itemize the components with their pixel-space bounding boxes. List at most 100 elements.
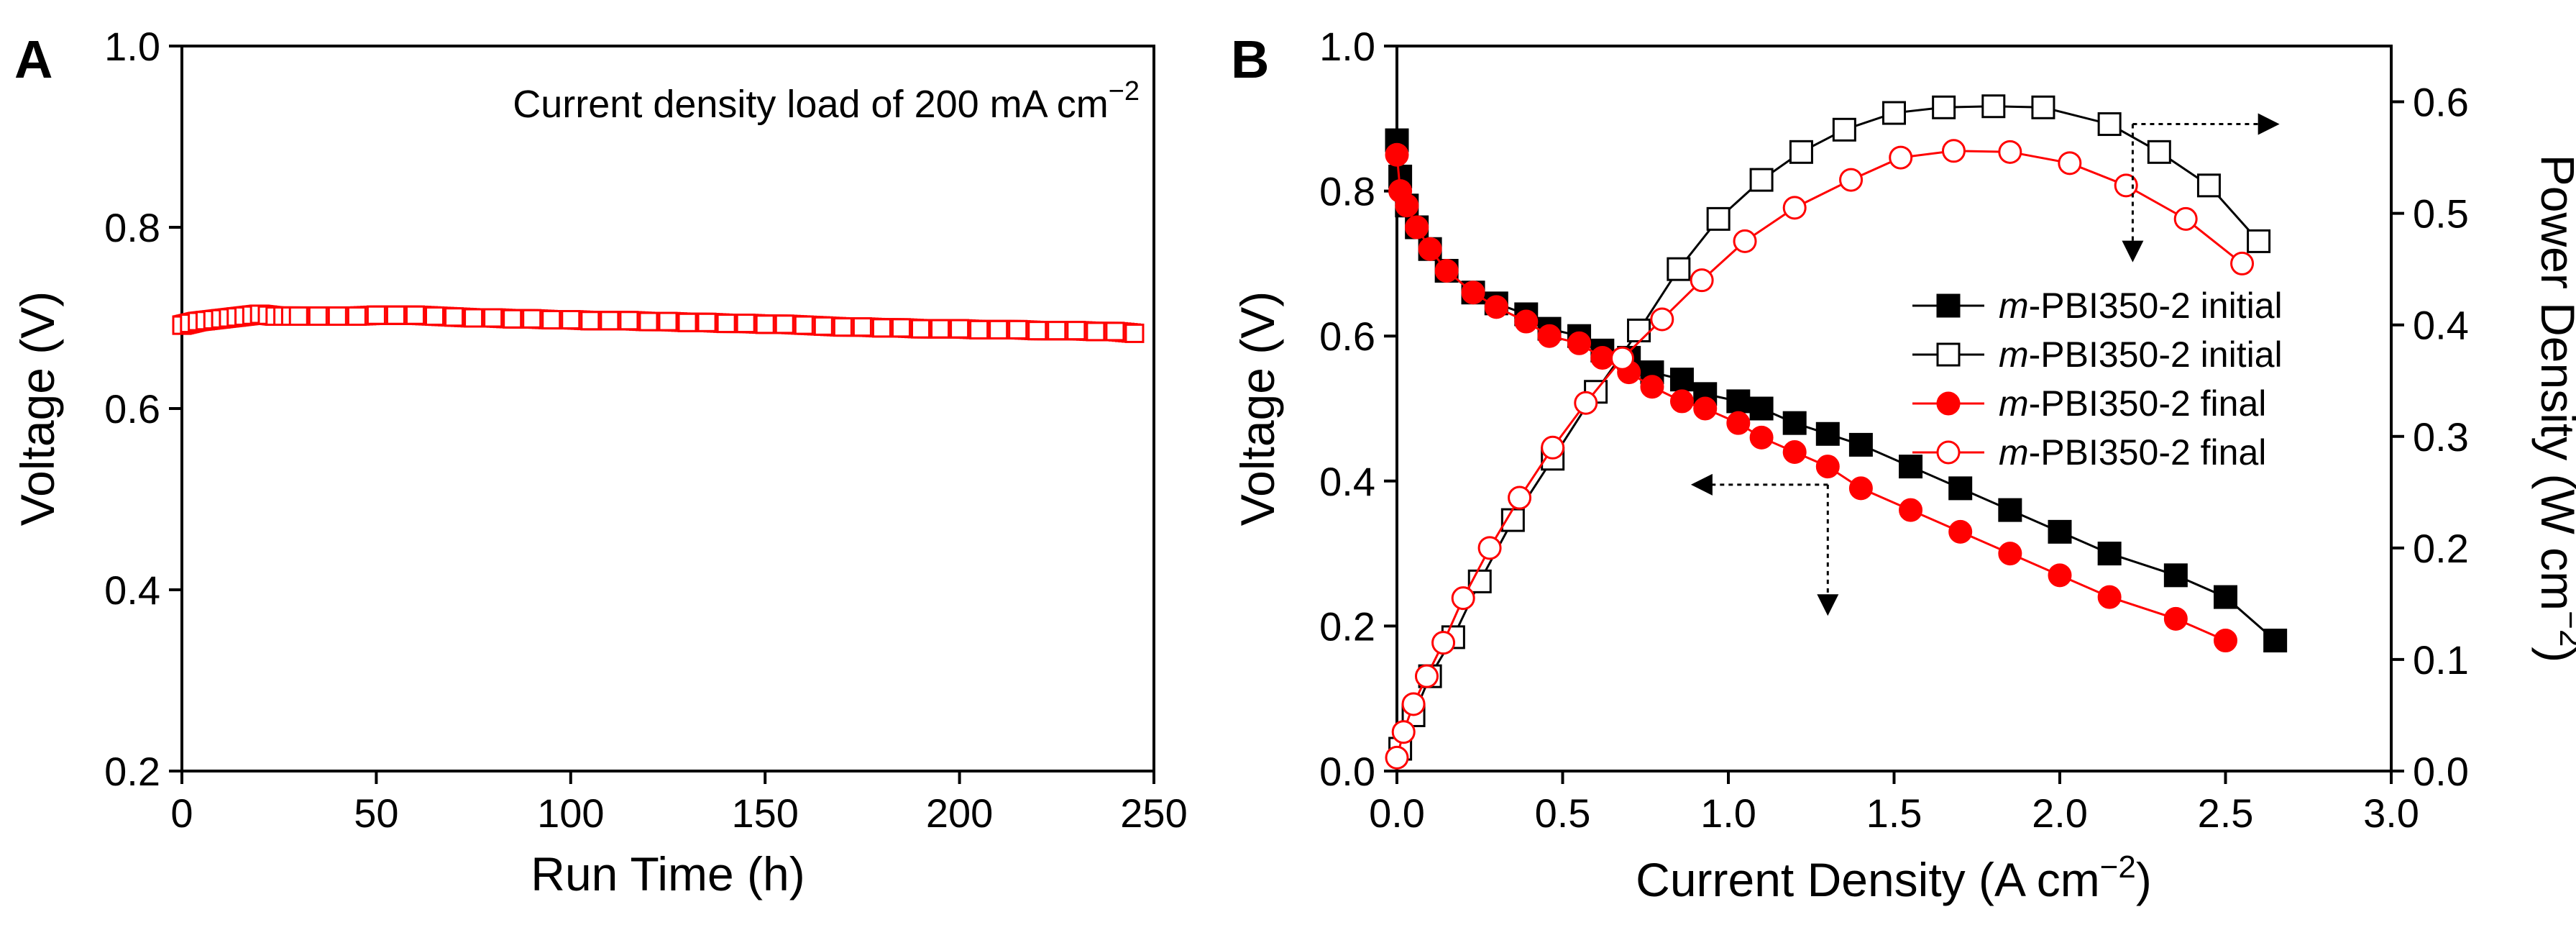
data-point (1414, 664, 1439, 688)
data-point (385, 305, 405, 325)
data-point (541, 310, 562, 330)
y-tick-label: 0.8 (104, 205, 160, 250)
data-point (1461, 281, 1485, 305)
data-point (697, 312, 717, 332)
data-point (2048, 519, 2072, 544)
y-tick-label: 1.0 (104, 24, 160, 69)
data-point (619, 311, 639, 331)
data-point (1431, 631, 1456, 655)
y-tick-label: 0.6 (1319, 314, 1375, 359)
x-tick-label: 2.5 (2198, 790, 2254, 836)
x-tick-label: 1.5 (1866, 790, 1922, 836)
panel-b-series (1385, 94, 2288, 770)
data-point (1782, 439, 1807, 464)
panel-a-series (172, 304, 1145, 343)
data-point (1749, 168, 1774, 192)
data-point (2031, 95, 2055, 119)
data-point (2263, 629, 2288, 653)
data-point (1899, 455, 1923, 479)
data-point (891, 318, 911, 338)
x-tick-label: 250 (1120, 790, 1187, 836)
data-point (1477, 536, 1502, 560)
data-point (638, 311, 659, 332)
panel-b-legend: m-PBI350-2 initial m-PBI350-2 initial m-PB… (1912, 286, 2283, 473)
data-point (1981, 94, 2006, 119)
series-line (1395, 155, 2227, 642)
data-point (1066, 321, 1086, 341)
x-tick-label: 0.0 (1369, 790, 1425, 836)
data-point (677, 312, 697, 332)
data-point (1434, 258, 1459, 283)
data-point (2097, 542, 2122, 566)
y2-tick-label: 0.5 (2413, 191, 2469, 237)
data-point (1848, 476, 1873, 501)
data-point (1998, 140, 2022, 164)
data-point (405, 305, 425, 325)
data-point (1484, 295, 1508, 319)
data-point (1899, 498, 1923, 522)
data-point (1882, 101, 1906, 125)
data-point (288, 306, 308, 326)
data-point (327, 306, 347, 326)
data-point (1385, 142, 1409, 167)
data-point (1815, 455, 1840, 479)
data-point (1832, 117, 1856, 142)
panel-a-y-axis-title: Voltage (V) (11, 291, 64, 526)
data-point (2196, 173, 2221, 198)
data-point (794, 315, 814, 335)
legend-marker (1936, 391, 1961, 416)
x-tick-label: 50 (354, 790, 398, 836)
y-tick-label: 0.0 (1319, 749, 1375, 794)
data-point (911, 319, 931, 339)
data-point (483, 308, 503, 328)
data-point (347, 306, 367, 326)
data-point (1782, 196, 1807, 220)
legend-item: m-PBI350-2 initial (1912, 286, 2283, 326)
panel-a: A 0 50 100 150 200 250 0.2 0.4 0.6 0.8 1.0 Curren… (11, 24, 1188, 901)
data-point (561, 310, 581, 330)
data-point (1789, 140, 1813, 164)
legend-item: m-PBI350-2 final (1912, 383, 2266, 424)
data-point (1105, 322, 1125, 342)
data-point (2230, 251, 2255, 275)
panel-a-plot-frame (180, 45, 1155, 772)
x-tick-label: 3.0 (2363, 790, 2419, 836)
panel-b-letter: B (1231, 29, 1269, 89)
panel-b-y-axis-right: 0.0 0.1 0.2 0.3 0.4 0.5 0.6 (2391, 80, 2469, 794)
data-point (716, 314, 736, 334)
data-point (735, 314, 756, 334)
x-tick-label: 0.5 (1535, 790, 1591, 836)
data-point (1567, 331, 1592, 355)
y-tick-label: 0.4 (104, 567, 160, 613)
data-point (1574, 391, 1598, 415)
y-tick-label: 0.2 (1319, 603, 1375, 649)
data-point (1749, 425, 1774, 450)
series-3 (1385, 139, 2255, 770)
panel-b: B 0.0 0.5 1.0 1.5 2.0 2.5 3.0 0.0 0.2 0.4 0.6 0.8 1… (1231, 24, 2576, 906)
panel-b-x-axis: 0.0 0.5 1.0 1.5 2.0 2.5 3.0 (1369, 771, 2419, 836)
data-point (2147, 140, 2171, 164)
data-point (1669, 389, 1694, 414)
data-point (366, 305, 386, 325)
data-point (774, 314, 794, 334)
y-tick-label: 1.0 (1319, 24, 1375, 69)
data-point (1650, 307, 1674, 332)
x-tick-label: 100 (537, 790, 604, 836)
y2-tick-label: 0.6 (2413, 80, 2469, 125)
data-point (871, 318, 891, 338)
data-point (1514, 309, 1539, 334)
data-point (1541, 435, 1565, 460)
x-tick-label: 0 (170, 790, 193, 836)
panel-b-arrows (1690, 113, 2280, 616)
data-point (1839, 168, 1864, 192)
data-point (2247, 229, 2271, 253)
data-point (1782, 411, 1807, 435)
x-tick-label: 150 (731, 790, 798, 836)
data-point (2214, 585, 2237, 609)
data-point (1848, 432, 1873, 457)
legend-marker (1936, 440, 1961, 465)
data-point (1508, 485, 1532, 510)
data-point (1627, 318, 1651, 342)
data-point (1749, 396, 1774, 421)
